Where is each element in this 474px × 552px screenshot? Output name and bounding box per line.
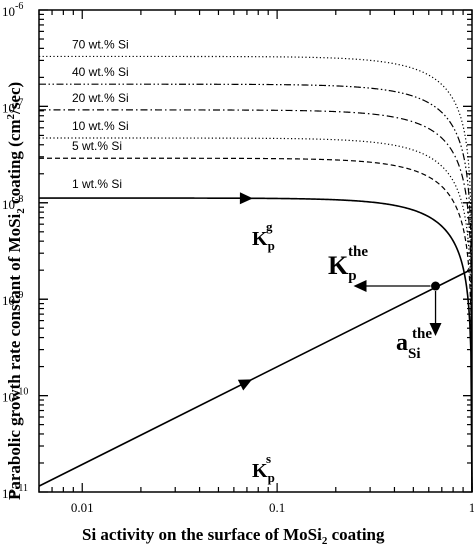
ks-label: Kp	[252, 460, 275, 485]
y-tick-label: 10-10	[2, 387, 28, 405]
ks-label-sup: s	[266, 451, 271, 466]
series-line-1	[39, 55, 473, 493]
athe-label: aSi	[396, 330, 421, 362]
ks-line	[38, 268, 473, 487]
kg-arrowhead	[239, 192, 253, 205]
axis-ticks: 0.01 0.1 1 10-11 10-10 10-9 10-8 10-7 10-6	[2, 1, 474, 515]
ks-arrowhead	[237, 379, 253, 391]
y-tick-label: 10-7	[2, 97, 23, 115]
y-tick-label: 10-9	[2, 290, 23, 308]
plot-frame	[38, 9, 473, 493]
series-line-2	[39, 83, 473, 493]
x-tick-label: 0.1	[269, 500, 285, 515]
series-label-3: 20 wt.% Si	[72, 91, 129, 105]
kg-label: Kp	[252, 228, 275, 253]
athe-arrowhead	[429, 323, 442, 336]
kthe-arrowhead	[353, 280, 367, 292]
series-label-6: 1 wt.% Si	[72, 177, 122, 191]
kthe-label: Kp	[328, 251, 357, 284]
series-label-1: 70 wt.% Si	[72, 37, 129, 51]
x-axis-title: Si activity on the surface of MoSi2 coat…	[82, 525, 385, 547]
annotation-layer: Kp g Kp s Kp the aSi the	[252, 219, 432, 485]
x-tick-label: 0.01	[71, 500, 94, 515]
series-line-6	[39, 197, 473, 493]
kg-label-sup: g	[266, 219, 273, 234]
curves-layer: 70 wt.% Si 40 wt.% Si 20 wt.% Si 10 wt.% Si…	[38, 37, 473, 493]
y-tick-label: 10-11	[2, 483, 28, 501]
intersection-point	[431, 281, 441, 291]
series-line-4	[39, 137, 473, 493]
series-label-2: 40 wt.% Si	[72, 65, 129, 79]
series-label-4: 10 wt.% Si	[72, 119, 129, 133]
series-line-5	[39, 157, 473, 493]
series-label-5: 5 wt.% Si	[72, 139, 122, 153]
y-tick-label: 10-6	[2, 1, 23, 19]
x-tick-label: 1	[469, 500, 474, 515]
y-axis-title: Parabolic growth rate constant of MoSi2 …	[5, 82, 27, 500]
athe-label-sup: the	[412, 326, 432, 342]
kthe-label-sup: the	[348, 244, 368, 260]
y-tick-label: 10-8	[2, 194, 23, 212]
